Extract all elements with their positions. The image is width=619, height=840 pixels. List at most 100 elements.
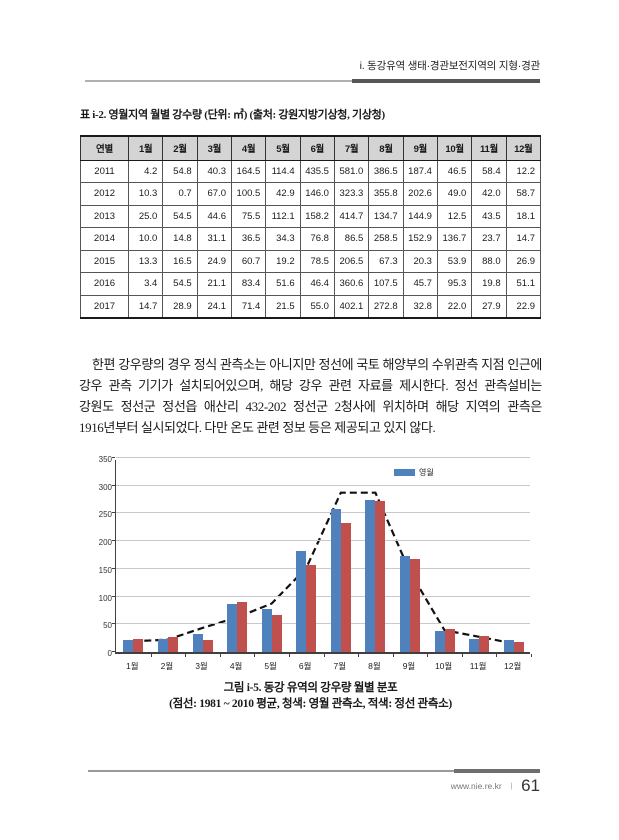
value-cell: 16.5 xyxy=(162,249,198,273)
value-cell: 107.5 xyxy=(368,272,404,296)
bar-영월-1월 xyxy=(123,639,134,652)
value-cell: 22.0 xyxy=(436,294,473,318)
y-tick-label: 100 xyxy=(98,593,112,603)
x-tick-label: 11월 xyxy=(469,661,487,671)
value-cell: 27.9 xyxy=(471,294,507,318)
gridline xyxy=(116,484,530,486)
value-cell: 3.4 xyxy=(127,272,164,296)
column-header: 11월 xyxy=(471,135,507,161)
gridline xyxy=(116,623,530,625)
y-tick-label: 250 xyxy=(98,510,112,520)
bar-정선-10월 xyxy=(444,629,455,652)
year-cell: 2012 xyxy=(80,182,129,206)
rainfall-chart: 0 50 100 150 200 250 300 350 영월 1월 2월 3월 4월 5월 6월 7월 8… xyxy=(93,455,543,677)
value-cell: 258.5 xyxy=(368,227,404,251)
value-cell: 360.6 xyxy=(333,272,370,296)
value-cell: 21.1 xyxy=(196,272,232,296)
value-cell: 46.4 xyxy=(299,272,335,296)
x-tick-mark xyxy=(323,654,325,657)
value-cell: 4.2 xyxy=(127,159,164,183)
value-cell: 67.0 xyxy=(196,182,232,206)
value-cell: 75.5 xyxy=(230,204,267,228)
y-tick-label: 300 xyxy=(98,482,112,492)
x-tick-mark xyxy=(392,654,394,657)
value-cell: 67.3 xyxy=(368,249,404,273)
value-cell: 355.8 xyxy=(368,182,404,206)
legend-label: 영월 xyxy=(419,468,434,477)
column-header: 10월 xyxy=(436,135,473,161)
table-row: 2015 13.3 16.5 24.9 60.7 19.2 78.5 206.5 67.3 20.… xyxy=(80,249,542,273)
value-cell: 23.7 xyxy=(471,227,507,251)
average-dashed-line xyxy=(133,491,514,645)
table-row: 2011 4.2 54.8 40.3 164.5 114.4 435.5 581.0 386.5… xyxy=(80,159,542,183)
bar-정선-2월 xyxy=(167,637,178,652)
value-cell: 144.9 xyxy=(402,204,438,228)
value-cell: 414.7 xyxy=(333,204,370,228)
value-cell: 60.7 xyxy=(230,249,267,273)
value-cell: 386.5 xyxy=(368,159,404,183)
value-cell: 187.4 xyxy=(402,159,438,183)
value-cell: 58.4 xyxy=(471,159,507,183)
y-tick-mark xyxy=(112,484,115,486)
value-cell: 54.8 xyxy=(162,159,198,183)
value-cell: 112.1 xyxy=(265,204,301,228)
x-tick-mark xyxy=(185,654,187,657)
legend-swatch-icon xyxy=(394,469,415,476)
value-cell: 95.3 xyxy=(436,272,473,296)
value-cell: 53.9 xyxy=(436,249,473,273)
x-tick-label: 3월 xyxy=(195,661,208,671)
figure-caption-note: (점선: 1981 ~ 2010 평균, 청색: 영월 관측소, 적색: 정선 … xyxy=(169,698,452,710)
bar-정선-12월 xyxy=(513,641,524,652)
year-cell: 2014 xyxy=(80,227,129,251)
value-cell: 272.8 xyxy=(368,294,404,318)
header-rule xyxy=(85,79,540,83)
value-cell: 435.5 xyxy=(299,159,335,183)
value-cell: 134.7 xyxy=(368,204,404,228)
gridline xyxy=(116,540,530,542)
bar-정선-11월 xyxy=(479,635,490,652)
bar-영월-2월 xyxy=(157,639,168,652)
chart-plot-area: 영월 xyxy=(112,457,532,657)
value-cell: 10.3 xyxy=(127,182,164,206)
footer-rule-dark xyxy=(454,769,540,773)
value-cell: 42.0 xyxy=(471,182,507,206)
value-cell: 100.5 xyxy=(230,182,267,206)
bar-정선-5월 xyxy=(271,615,282,652)
precipitation-table: 연별 1월 2월 3월 4월 5월 6월 7월 8월 9월 10월 11월 12월 2011 4.2 54.… xyxy=(80,135,542,319)
value-cell: 12.2 xyxy=(505,159,542,183)
value-cell: 152.9 xyxy=(402,227,438,251)
bar-정선-7월 xyxy=(340,522,351,652)
value-cell: 43.5 xyxy=(471,204,507,228)
year-cell: 2016 xyxy=(80,272,129,296)
x-tick-mark xyxy=(531,654,532,657)
column-header: 연별 xyxy=(80,135,129,161)
footer-separator: ㅣ xyxy=(507,781,516,791)
y-tick-mark xyxy=(112,540,115,542)
x-tick-label: 10월 xyxy=(434,661,453,671)
value-cell: 42.9 xyxy=(265,182,301,206)
value-cell: 581.0 xyxy=(333,159,370,183)
x-tick-label: 2월 xyxy=(160,661,174,671)
value-cell: 78.5 xyxy=(299,249,335,273)
value-cell: 12.5 xyxy=(436,204,473,228)
table-row: 2012 10.3 0.7 67.0 100.5 42.9 146.0 323.3 355.8 2… xyxy=(80,182,542,206)
bar-영월-4월 xyxy=(227,603,237,652)
year-cell: 2017 xyxy=(80,294,129,318)
value-cell: 88.0 xyxy=(471,249,507,273)
table-title: 표 i-2. 영월지역 월별 강수량 (단위: ㎥) (출처: 강원지방기상청,… xyxy=(80,109,385,121)
column-header: 4월 xyxy=(230,135,267,161)
bar-영월-5월 xyxy=(261,609,272,652)
y-tick-mark xyxy=(112,512,115,514)
footer-rule xyxy=(88,769,540,773)
bar-정선-3월 xyxy=(202,640,213,652)
value-cell: 46.5 xyxy=(436,159,473,183)
footer-rule-thin xyxy=(88,770,456,772)
value-cell: 26.9 xyxy=(505,249,542,273)
x-tick-label: 12월 xyxy=(504,661,522,671)
x-tick-label: 4월 xyxy=(229,661,243,671)
y-tick-label: 0 xyxy=(107,649,112,658)
table-row: 2017 14.7 28.9 24.1 71.4 21.5 55.0 402.1 272.8 32… xyxy=(80,294,542,318)
value-cell: 14.8 xyxy=(162,227,198,251)
value-cell: 51.1 xyxy=(505,272,542,296)
